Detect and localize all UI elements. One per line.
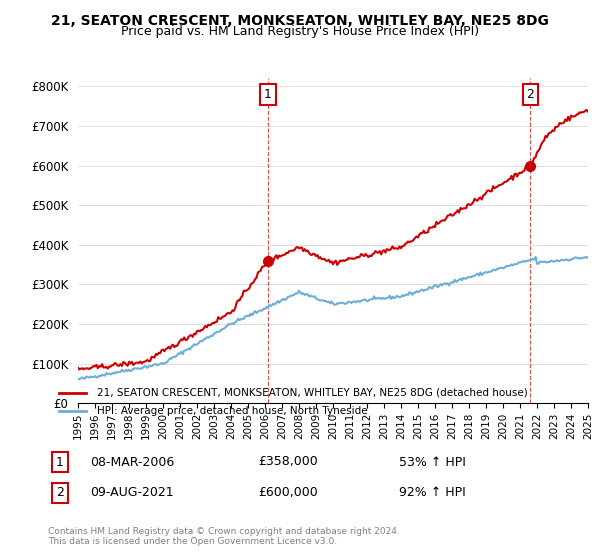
Text: 09-AUG-2021: 09-AUG-2021 [90,486,174,500]
Text: 21, SEATON CRESCENT, MONKSEATON, WHITLEY BAY, NE25 8DG (detached house): 21, SEATON CRESCENT, MONKSEATON, WHITLEY… [97,388,527,398]
Text: 92% ↑ HPI: 92% ↑ HPI [398,486,466,500]
Text: HPI: Average price, detached house, North Tyneside: HPI: Average price, detached house, Nort… [97,406,367,416]
Text: 08-MAR-2006: 08-MAR-2006 [90,455,174,469]
Text: 21, SEATON CRESCENT, MONKSEATON, WHITLEY BAY, NE25 8DG: 21, SEATON CRESCENT, MONKSEATON, WHITLEY… [51,14,549,28]
Text: £600,000: £600,000 [258,486,318,500]
Text: 53% ↑ HPI: 53% ↑ HPI [398,455,466,469]
Text: Contains HM Land Registry data © Crown copyright and database right 2024.
This d: Contains HM Land Registry data © Crown c… [48,526,400,546]
Text: 2: 2 [56,486,64,500]
Text: 1: 1 [264,88,272,101]
Text: Price paid vs. HM Land Registry's House Price Index (HPI): Price paid vs. HM Land Registry's House … [121,25,479,38]
Text: 1: 1 [56,455,64,469]
Text: 2: 2 [526,88,535,101]
Text: £358,000: £358,000 [258,455,318,469]
